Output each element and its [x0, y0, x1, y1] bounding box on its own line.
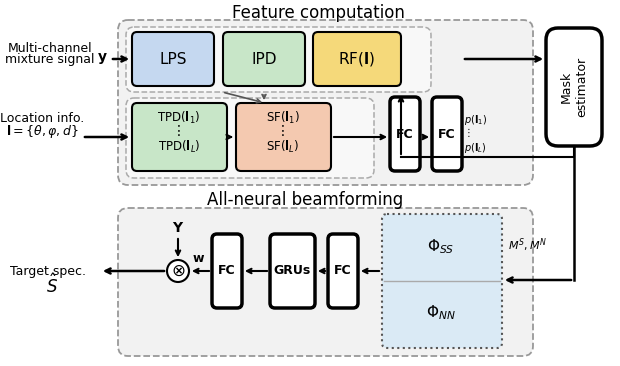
- Text: $M^S, M^N$: $M^S, M^N$: [508, 236, 547, 254]
- Text: $\mathbf{l} = \{\theta, \varphi, d\}$: $\mathbf{l} = \{\theta, \varphi, d\}$: [6, 123, 78, 141]
- FancyBboxPatch shape: [126, 27, 431, 92]
- FancyBboxPatch shape: [212, 234, 242, 308]
- Circle shape: [167, 260, 189, 282]
- Text: $\Phi_{NN}$: $\Phi_{NN}$: [426, 304, 456, 322]
- FancyBboxPatch shape: [390, 97, 420, 171]
- FancyBboxPatch shape: [236, 103, 331, 171]
- Text: SF($\mathbf{l}_L$): SF($\mathbf{l}_L$): [266, 139, 299, 155]
- FancyBboxPatch shape: [270, 234, 315, 308]
- Text: $\mathbf{y}$: $\mathbf{y}$: [97, 52, 108, 67]
- FancyBboxPatch shape: [118, 20, 533, 185]
- Text: $p(\mathbf{l}_1)$: $p(\mathbf{l}_1)$: [464, 113, 487, 127]
- Text: Feature computation: Feature computation: [231, 4, 404, 22]
- Text: $\Phi_{SS}$: $\Phi_{SS}$: [427, 238, 454, 256]
- FancyBboxPatch shape: [382, 214, 502, 348]
- Text: Multi-channel: Multi-channel: [7, 41, 92, 55]
- FancyBboxPatch shape: [313, 32, 401, 86]
- Text: FC: FC: [438, 127, 456, 141]
- FancyBboxPatch shape: [118, 208, 533, 356]
- FancyBboxPatch shape: [126, 98, 374, 178]
- Text: FC: FC: [396, 127, 414, 141]
- Text: TPD($\mathbf{l}_L$): TPD($\mathbf{l}_L$): [157, 139, 200, 155]
- Text: LPS: LPS: [159, 52, 187, 67]
- Text: $p(\mathbf{l}_L)$: $p(\mathbf{l}_L)$: [464, 141, 487, 155]
- Text: $\mathbf{w}$: $\mathbf{w}$: [192, 251, 205, 265]
- FancyBboxPatch shape: [132, 32, 214, 86]
- Text: Mask
estimator: Mask estimator: [560, 57, 588, 117]
- Text: IPD: IPD: [251, 52, 277, 67]
- Text: TPD($\mathbf{l}_1$): TPD($\mathbf{l}_1$): [157, 110, 201, 126]
- Text: FC: FC: [334, 265, 352, 277]
- Text: ⋮: ⋮: [172, 124, 186, 138]
- Text: RF($\mathbf{l}$): RF($\mathbf{l}$): [339, 50, 376, 68]
- Text: Target spec.: Target spec.: [10, 265, 86, 277]
- Text: Location info.: Location info.: [0, 112, 84, 124]
- FancyBboxPatch shape: [546, 28, 602, 146]
- Text: mixture signal: mixture signal: [5, 53, 95, 67]
- Text: $\mathbf{Y}$: $\mathbf{Y}$: [172, 221, 184, 235]
- Text: GRUs: GRUs: [273, 265, 311, 277]
- Text: All-neural beamforming: All-neural beamforming: [207, 191, 403, 209]
- Text: FC: FC: [218, 265, 236, 277]
- Text: $\hat{S}$: $\hat{S}$: [46, 273, 58, 297]
- Text: ⋮: ⋮: [464, 128, 474, 138]
- FancyBboxPatch shape: [132, 103, 227, 171]
- FancyBboxPatch shape: [328, 234, 358, 308]
- Text: SF($\mathbf{l}_1$): SF($\mathbf{l}_1$): [266, 110, 300, 126]
- FancyBboxPatch shape: [432, 97, 462, 171]
- FancyBboxPatch shape: [223, 32, 305, 86]
- Text: ⋮: ⋮: [276, 124, 290, 138]
- Text: $\otimes$: $\otimes$: [170, 262, 185, 280]
